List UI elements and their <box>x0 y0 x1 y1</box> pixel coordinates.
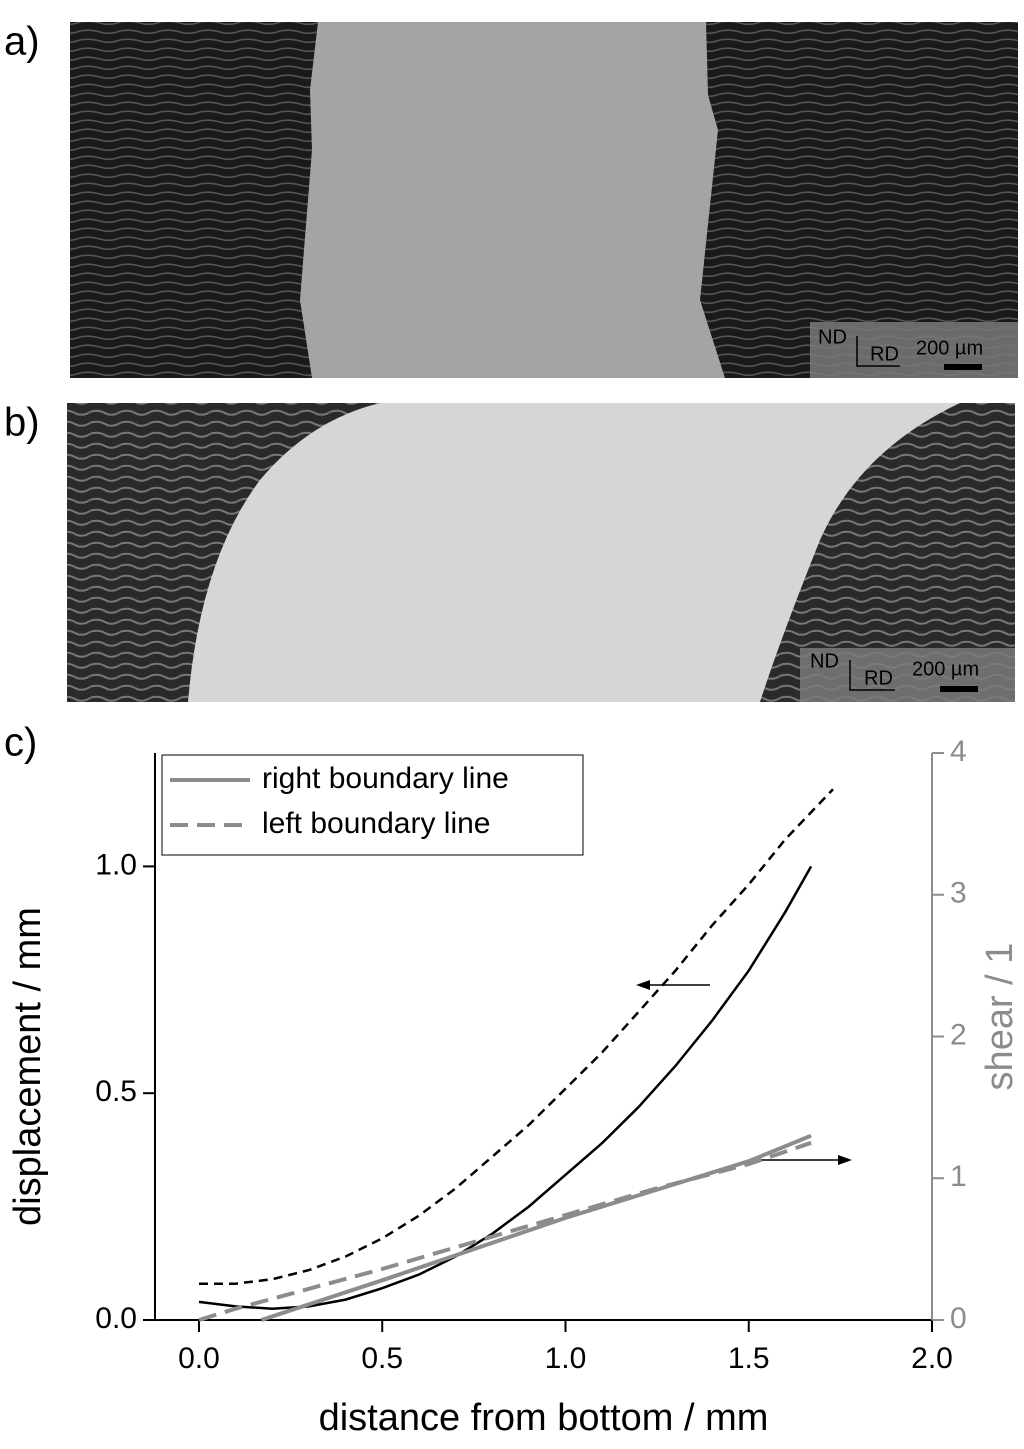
y-tick-label: 0.5 <box>95 1075 137 1108</box>
micrograph-b: ND RD 200 µm <box>67 403 1015 702</box>
y2-tick-label: 4 <box>950 735 967 768</box>
nd-label: ND <box>818 326 847 348</box>
y-axis-title: displacement / mm <box>7 907 49 1226</box>
nd-label: ND <box>810 650 839 672</box>
y2-axis-title: shear / 1 <box>979 943 1021 1091</box>
scale-label: 200 µm <box>916 337 983 359</box>
data-line <box>198 1140 812 1322</box>
y2-tick-label: 2 <box>950 1018 967 1051</box>
x-tick-label: 0.5 <box>361 1342 403 1375</box>
data-line <box>198 865 813 1310</box>
y2-tick-label: 0 <box>950 1302 967 1335</box>
legend-box <box>161 754 584 856</box>
y2-tick-label: 3 <box>950 877 967 910</box>
micrograph-a: ND RD 200 µm <box>70 22 1018 378</box>
panel-label: c) <box>4 721 37 765</box>
legend-label: right boundary line <box>262 762 509 795</box>
scale-label: 200 µm <box>912 658 979 680</box>
x-axis-title: distance from bottom / mm <box>319 1397 769 1439</box>
y-tick-label: 1.0 <box>95 848 137 881</box>
rd-label: RD <box>870 343 899 365</box>
x-tick-label: 1.0 <box>545 1342 587 1375</box>
y2-tick-label: 1 <box>950 1160 967 1193</box>
data-line <box>199 788 834 1285</box>
y-tick-label: 0.0 <box>95 1302 137 1335</box>
panel-label: a) <box>4 20 40 64</box>
x-tick-label: 2.0 <box>911 1342 953 1375</box>
legend-label: left boundary line <box>262 807 491 840</box>
rd-label: RD <box>864 667 893 689</box>
data-line <box>260 1133 812 1322</box>
arrows <box>636 980 852 1165</box>
x-tick-label: 0.0 <box>178 1342 220 1375</box>
panel-label: b) <box>4 401 40 445</box>
x-tick-label: 1.5 <box>728 1342 770 1375</box>
